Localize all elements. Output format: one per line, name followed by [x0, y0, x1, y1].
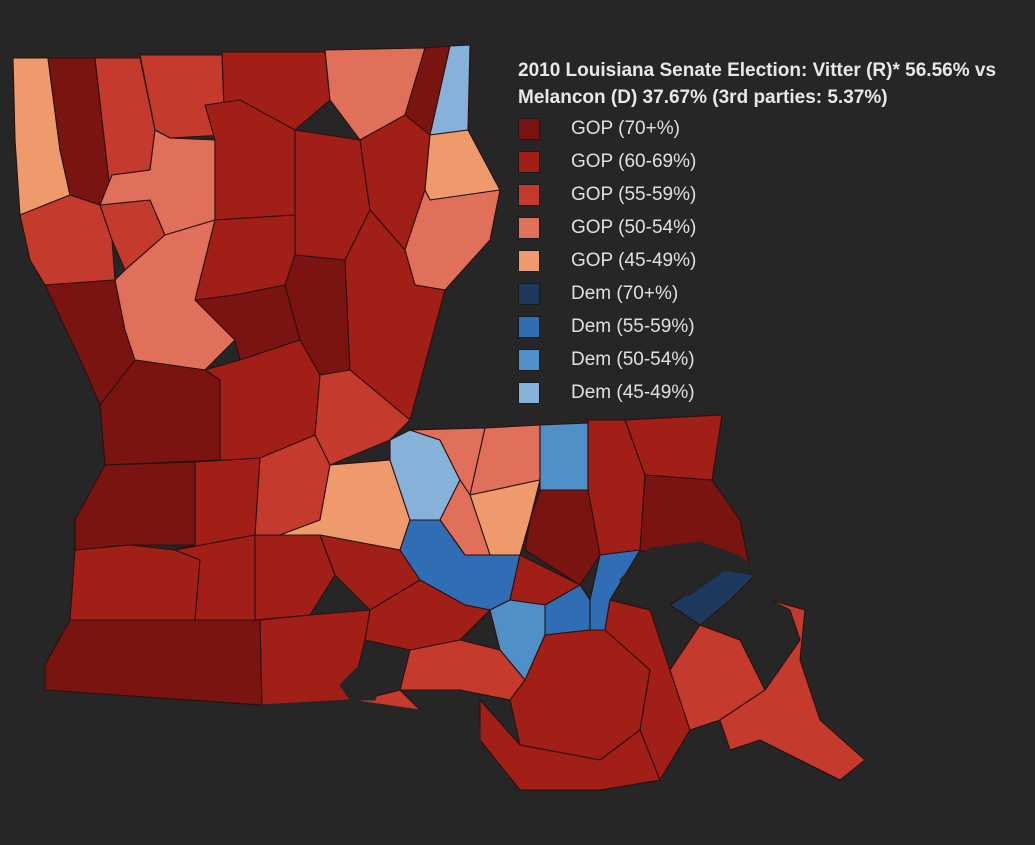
chart-title: 2010 Louisiana Senate Election: Vitter (…: [518, 60, 997, 108]
legend-label: Dem (55-59%): [571, 315, 695, 337]
grand-lake: [339, 664, 386, 701]
parish-webster: [139, 54, 226, 139]
legend-item: GOP (55-59%): [518, 178, 696, 211]
legend-swatch: [518, 348, 540, 371]
legend-label: Dem (50-54%): [571, 348, 695, 370]
parish-evangeline: [254, 534, 336, 621]
parish-plaquemines: [719, 599, 866, 781]
legend: GOP (70+%) GOP (60-69%) GOP (55-59%) GOP (5…: [518, 112, 696, 409]
legend-item: Dem (70+%): [518, 277, 696, 310]
legend-swatch: [518, 381, 540, 404]
bay-coast: [261, 699, 481, 761]
legend-item: GOP (50-54%): [518, 211, 696, 244]
legend-label: GOP (60-69%): [571, 150, 697, 172]
parish-west-carroll: [424, 129, 501, 201]
legend-swatch: [518, 150, 540, 173]
lake-borgne: [739, 599, 791, 636]
legend-item: Dem (50-54%): [518, 343, 696, 376]
lake-pontchartrain: [619, 541, 761, 601]
legend-label: GOP (45-49%): [571, 249, 697, 271]
legend-label: Dem (70+%): [571, 282, 679, 304]
legend-item: GOP (70+%): [518, 112, 696, 145]
parish-calcasieu: [44, 619, 263, 706]
legend-label: Dem (45-49%): [571, 381, 695, 403]
parish-acadia: [364, 579, 491, 651]
legend-label: GOP (50-54%): [571, 216, 697, 238]
legend-swatch: [518, 282, 540, 305]
legend-item: Dem (55-59%): [518, 310, 696, 343]
legend-swatch: [518, 117, 540, 140]
legend-swatch: [518, 183, 540, 206]
legend-swatch: [518, 249, 540, 272]
parish-washington-dem: [539, 422, 589, 491]
legend-item: Dem (45-49%): [518, 376, 696, 409]
parish-vernon: [74, 461, 196, 551]
legend-swatch: [518, 216, 540, 239]
legend-item: GOP (45-49%): [518, 244, 696, 277]
parish-beauregard: [69, 544, 201, 621]
legend-item: GOP (60-69%): [518, 145, 696, 178]
legend-label: GOP (55-59%): [571, 183, 697, 205]
legend-label: GOP (70+%): [571, 117, 680, 139]
parish-desoto: [19, 194, 116, 286]
legend-swatch: [518, 315, 540, 338]
